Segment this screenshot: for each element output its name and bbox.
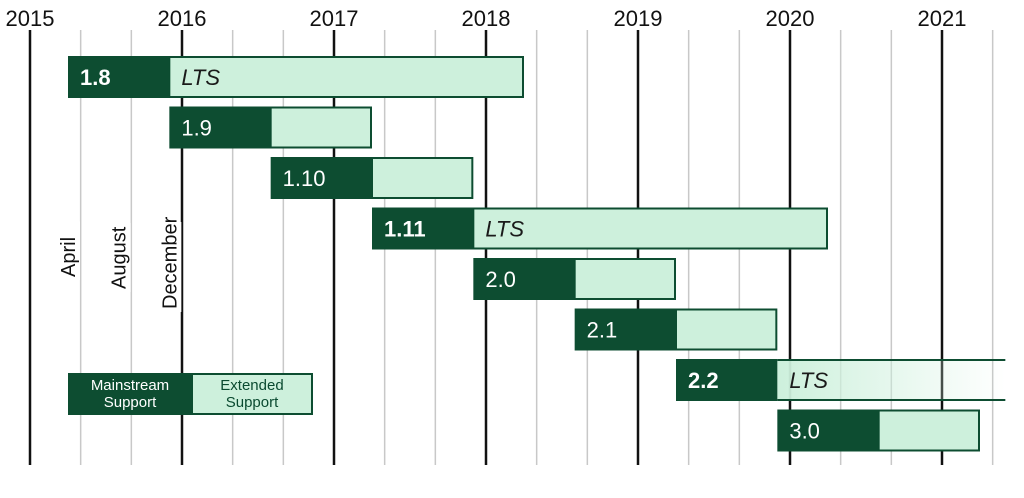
extended-support-bar <box>573 258 677 300</box>
mainstream-support-bar <box>676 359 778 401</box>
release-row: 3.0 <box>777 409 981 452</box>
extended-support-bar <box>168 56 524 98</box>
mainstream-support-bar <box>68 56 170 98</box>
release-row: 1.10 <box>270 157 474 199</box>
legend-extended-label: Extended <box>220 377 283 394</box>
release-row: 1.8 LTS <box>68 56 524 98</box>
release-version-label: 2.0 <box>485 267 516 292</box>
year-tick-label: 2015 <box>6 6 55 31</box>
release-bars: 1.8 LTS 1.9 1.10 1.11 LTS 2.0 2.1 2.2 LTS 3.0 <box>68 56 1006 452</box>
legend-mainstream-swatch <box>68 373 192 415</box>
extended-support-bar <box>675 308 778 351</box>
year-tick-label: 2020 <box>766 6 815 31</box>
release-version-label: 1.10 <box>283 166 326 191</box>
legend-extended-label: Support <box>226 394 279 411</box>
release-version-label: 2.2 <box>688 368 719 393</box>
mainstream-support-bar <box>574 308 676 351</box>
year-tick-label: 2016 <box>158 6 207 31</box>
release-row: 1.9 <box>169 106 372 149</box>
extended-support-bar <box>371 157 474 199</box>
release-version-label: 3.0 <box>789 419 820 444</box>
month-label: August <box>109 226 131 289</box>
lts-label: LTS <box>485 217 524 242</box>
release-row: 2.0 <box>473 258 677 300</box>
legend-mainstream-label: Mainstream <box>91 377 169 394</box>
release-version-label: 2.1 <box>587 318 618 343</box>
extended-support-bar <box>877 409 981 452</box>
mainstream-support-bar <box>169 106 271 149</box>
month-label-background <box>106 223 131 292</box>
year-tick-label: 2018 <box>462 6 511 31</box>
release-version-label: 1.9 <box>181 116 212 141</box>
year-tick-label: 2017 <box>310 6 359 31</box>
mainstream-support-bar <box>777 409 879 452</box>
legend-mainstream-label: Support <box>104 394 157 411</box>
month-label-background <box>56 221 80 280</box>
lts-label: LTS <box>789 368 828 393</box>
mainstream-support-bar <box>372 207 474 250</box>
month-labels: April August December <box>56 216 182 312</box>
release-version-label: 1.11 <box>384 217 426 242</box>
month-label: April <box>58 237 80 277</box>
month-label-background <box>157 222 182 312</box>
release-version-label: 1.8 <box>80 65 111 90</box>
lts-label: LTS <box>181 65 220 90</box>
release-row: 2.1 <box>574 308 778 351</box>
extended-support-bar <box>472 207 828 250</box>
year-tick-labels: 2015 2016 2017 2018 2019 2020 2021 <box>6 6 967 31</box>
extended-support-bar <box>777 359 1006 401</box>
month-label: December <box>159 216 181 309</box>
legend-extended-swatch <box>191 373 313 415</box>
year-tick-label: 2019 <box>614 6 663 31</box>
mainstream-support-bar <box>473 258 575 300</box>
extended-support-bar <box>269 106 372 149</box>
release-row: 2.2 LTS <box>676 359 1006 401</box>
year-tick-label: 2021 <box>918 6 967 31</box>
release-row: 1.11 LTS <box>372 207 828 250</box>
mainstream-support-bar <box>270 157 372 199</box>
